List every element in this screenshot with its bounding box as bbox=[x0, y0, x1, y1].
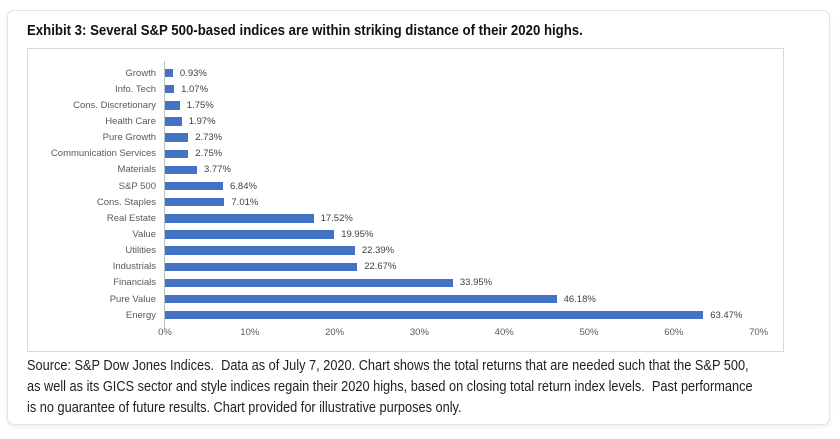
bar-row: Cons. Discretionary 1.75% bbox=[28, 97, 783, 113]
bar bbox=[165, 214, 314, 223]
bar bbox=[165, 310, 704, 320]
bar-row: Info. Tech 1.07% bbox=[28, 81, 783, 97]
x-axis-tick-labels: 0% 10% 20% 30% 40% 50% 60% 70% bbox=[28, 327, 783, 341]
bar bbox=[165, 246, 355, 255]
bar bbox=[165, 117, 182, 126]
value-label: 17.52% bbox=[320, 212, 353, 224]
bar-row: Pure Growth 2.73% bbox=[28, 130, 783, 146]
bar-row: Energy 63.47% bbox=[28, 307, 783, 323]
category-label: Pure Value bbox=[109, 293, 156, 305]
bar bbox=[165, 294, 557, 304]
category-label: Growth bbox=[125, 67, 156, 79]
value-label: 22.67% bbox=[364, 261, 397, 273]
value-label: 19.95% bbox=[341, 228, 374, 240]
value-label: 63.47% bbox=[710, 309, 743, 321]
x-axis-tick-label: 30% bbox=[409, 327, 429, 338]
category-axis-line bbox=[164, 61, 165, 329]
bar-row: Cons. Staples 7.01% bbox=[28, 194, 783, 210]
value-label: 22.39% bbox=[361, 245, 395, 257]
category-label: Cons. Discretionary bbox=[73, 99, 156, 111]
value-label: 0.93% bbox=[179, 67, 207, 79]
source-note-line: Source: S&P Dow Jones Indices. Data as o… bbox=[27, 358, 749, 374]
category-label: Pure Growth bbox=[102, 132, 156, 144]
value-label: 6.84% bbox=[230, 180, 257, 192]
x-axis-tick-label: 40% bbox=[494, 327, 514, 338]
bar bbox=[165, 84, 175, 94]
source-note-line: as well as its GICS sector and style ind… bbox=[27, 379, 753, 395]
bar-rows: Growth 0.93% Info. Tech 1.07% Cons. Discreti… bbox=[28, 65, 783, 323]
category-label: Materials bbox=[117, 164, 156, 176]
bar-row: Utilities 22.39% bbox=[28, 243, 783, 259]
category-label: Communication Services bbox=[50, 148, 156, 160]
value-label: 1.75% bbox=[186, 99, 214, 111]
bar bbox=[165, 68, 173, 78]
source-note-line: is no guarantee of future results. Chart… bbox=[27, 400, 462, 416]
value-label: 2.75% bbox=[195, 148, 223, 160]
bar bbox=[165, 197, 225, 207]
bar bbox=[165, 165, 197, 175]
category-label: Energy bbox=[125, 309, 156, 321]
value-label: 1.07% bbox=[181, 83, 209, 95]
source-note: Source: S&P Dow Jones Indices. Data as o… bbox=[27, 356, 840, 419]
exhibit-card: Exhibit 3: Several S&P 500-based indices… bbox=[7, 10, 830, 425]
category-label: Cons. Staples bbox=[96, 196, 156, 208]
bar bbox=[165, 181, 223, 191]
value-label: 33.95% bbox=[459, 277, 493, 289]
bar bbox=[165, 278, 453, 288]
value-label: 1.97% bbox=[188, 115, 216, 127]
category-label: Financials bbox=[113, 277, 156, 289]
bar-row: Health Care 1.97% bbox=[28, 113, 783, 129]
category-label: S&P 500 bbox=[118, 180, 156, 192]
bar bbox=[165, 149, 189, 159]
bar-chart: Growth 0.93% Info. Tech 1.07% Cons. Discreti… bbox=[27, 48, 784, 352]
bar bbox=[165, 230, 335, 239]
x-axis-tick-label: 20% bbox=[325, 327, 345, 338]
x-axis-tick-label: 10% bbox=[240, 327, 260, 338]
bar bbox=[165, 133, 189, 142]
bar-row: S&P 500 6.84% bbox=[28, 178, 783, 194]
category-label: Utilities bbox=[125, 245, 156, 257]
bar-row: Materials 3.77% bbox=[28, 162, 783, 178]
bar-row: Communication Services 2.75% bbox=[28, 146, 783, 162]
x-axis-tick-label: 60% bbox=[664, 327, 684, 338]
bar-row: Pure Value 46.18% bbox=[28, 291, 783, 307]
category-label: Health Care bbox=[105, 115, 156, 127]
exhibit-title: Exhibit 3: Several S&P 500-based indices… bbox=[27, 22, 583, 39]
category-label: Industrials bbox=[112, 261, 156, 273]
category-label: Info. Tech bbox=[114, 83, 156, 95]
bar bbox=[165, 262, 358, 271]
bar-row: Growth 0.93% bbox=[28, 65, 783, 81]
x-axis-tick-label: 70% bbox=[749, 327, 769, 338]
value-label: 7.01% bbox=[231, 196, 259, 208]
bar-row: Financials 33.95% bbox=[28, 275, 783, 291]
category-label: Real Estate bbox=[106, 212, 156, 224]
x-axis-tick-label: 50% bbox=[579, 327, 599, 338]
category-label: Value bbox=[132, 228, 156, 240]
bar-row: Value 19.95% bbox=[28, 226, 783, 242]
bar bbox=[165, 101, 180, 110]
value-label: 3.77% bbox=[204, 164, 231, 176]
bar-row: Real Estate 17.52% bbox=[28, 210, 783, 226]
value-label: 2.73% bbox=[195, 132, 223, 144]
bar-row: Industrials 22.67% bbox=[28, 259, 783, 275]
x-axis-tick-label: 0% bbox=[158, 327, 172, 338]
value-label: 46.18% bbox=[563, 293, 596, 305]
